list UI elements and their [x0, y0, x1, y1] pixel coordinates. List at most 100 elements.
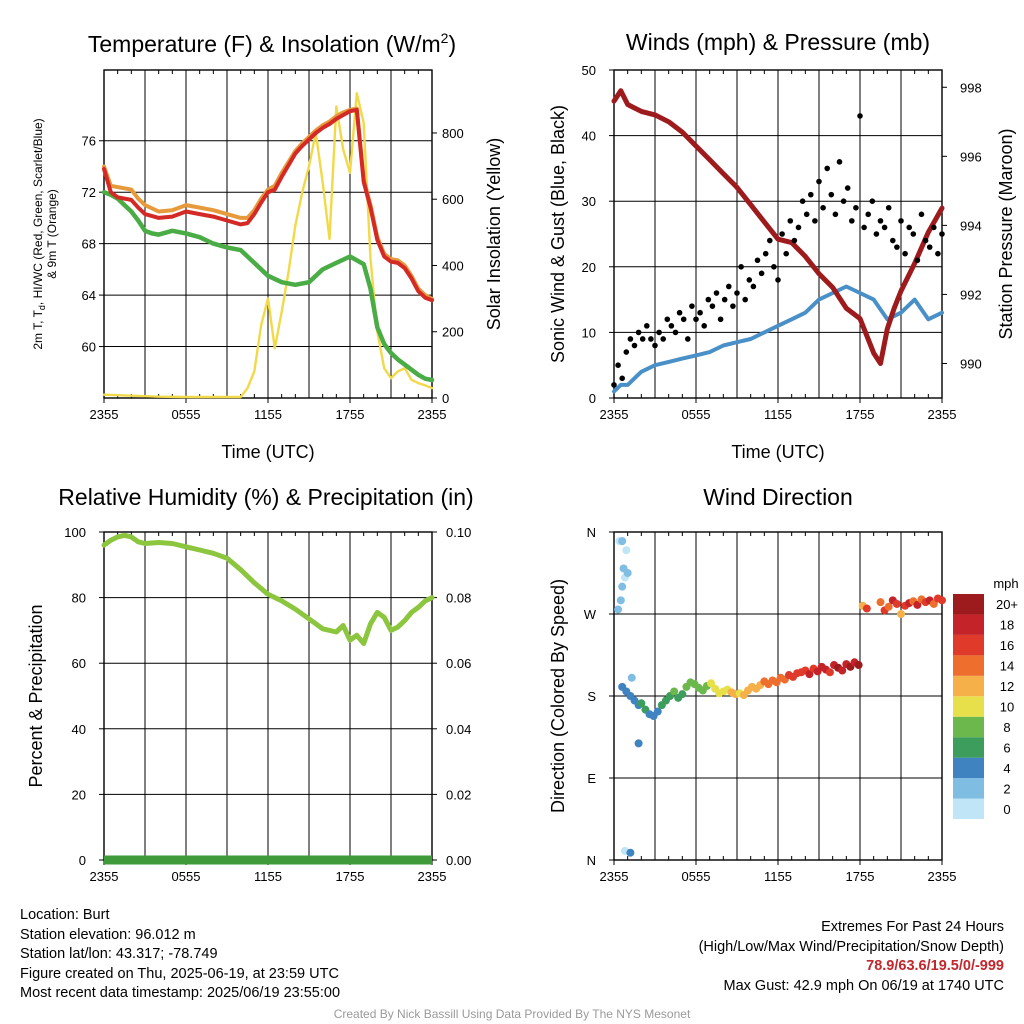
gust-point: [799, 198, 806, 204]
gust-point: [705, 296, 712, 303]
wind-y2tick-label: 994: [960, 218, 982, 233]
wind-ytick-label: 50: [582, 63, 596, 78]
pressure-maroon-line: [611, 88, 945, 366]
wind-y2tick-label: 998: [960, 80, 982, 95]
gust-point: [783, 250, 789, 257]
gust-point: [898, 218, 904, 224]
dir-point: [825, 668, 834, 677]
colorbar-swatch: [953, 675, 984, 697]
credit-line: Created By Nick Bassill Using Data Provi…: [333, 1007, 691, 1021]
temp-xtick-label: 1755: [336, 407, 365, 422]
dir-point: [614, 605, 623, 614]
colorbar-swatch: [953, 594, 984, 615]
colorbar-swatch: [953, 614, 984, 635]
gust-point: [717, 316, 724, 323]
wind-title: Winds (mph) & Pressure (mb): [626, 29, 930, 55]
gust-point: [840, 198, 847, 204]
recent-timestamp: Most recent data timestamp: 2025/06/19 2…: [20, 985, 341, 1001]
rh-ytick-label: 60: [72, 656, 86, 671]
rh-xtick-label: 2355: [418, 869, 447, 884]
dir-point: [876, 598, 885, 607]
gust-point: [730, 303, 736, 309]
temp-ylabel-b: , HI/WC (Red, Green, Scarlet/Blue): [31, 118, 45, 305]
dir-point: [854, 661, 863, 670]
gust-point: [656, 329, 662, 336]
colorbar-swatch: [953, 655, 984, 676]
temp-ylabel-sub: d: [37, 305, 47, 310]
gust-point: [865, 211, 871, 218]
rh-y2tick-label: 0.10: [446, 525, 471, 540]
temp-ylabel-a: 2m T, T: [31, 309, 45, 349]
gust-point: [808, 191, 814, 198]
wind-xtick-label: 1755: [846, 407, 875, 422]
gust-point: [758, 270, 765, 277]
rh-xtick-label: 1755: [336, 869, 365, 884]
rh-ytick-label: 40: [72, 722, 86, 737]
gust-point: [680, 316, 687, 323]
dir-point: [670, 687, 679, 696]
temp-xtick-label: 1155: [254, 407, 282, 422]
colorbar-swatch: [953, 634, 984, 656]
rh-y2tick-label: 0.08: [446, 591, 471, 606]
dir-point: [678, 690, 687, 699]
wind-speed-blue-line: [612, 284, 944, 394]
gust-point: [926, 244, 933, 250]
gust-point: [734, 290, 740, 296]
gust-point: [676, 309, 683, 316]
rh-panel: 2355 0555 1155 1755 2355 Relative Humidity (%…: [26, 484, 474, 884]
dir-point: [616, 596, 625, 605]
wind-xlabel: Time (UTC): [731, 442, 824, 462]
wind-ytick-label: 0: [589, 391, 596, 406]
temp-ytick-label: 76: [82, 134, 96, 149]
colorbar-label: 0: [1003, 802, 1010, 817]
gust-point: [631, 342, 638, 349]
extremes-legend: (High/Low/Max Wind/Precipitation/Snow De…: [698, 938, 1004, 955]
dir-xtick-label: 1155: [764, 869, 792, 884]
dir-point: [626, 848, 635, 857]
colorbar-swatch: [953, 757, 984, 779]
gust-point: [701, 323, 707, 329]
dir-xtick-label: 0555: [682, 869, 711, 884]
speed-colorbar: mph 0 2 4 6 8 10 12 14 16 18 20+: [953, 576, 1019, 819]
dir-ytick-label: W: [584, 607, 597, 622]
temp-xtick-label: 2355: [418, 407, 447, 422]
temp-ylabel-line2: & 9m T (Orange): [45, 189, 59, 279]
colorbar-label: 8: [1003, 720, 1010, 735]
temp-ytick-label: 68: [82, 237, 96, 252]
gust-point: [918, 211, 925, 218]
rh-xtick-label: 2355: [90, 869, 119, 884]
dir-point: [634, 739, 643, 748]
dir-point: [707, 679, 716, 688]
temp-solar-yellow-line: [102, 91, 434, 399]
dir-point: [884, 602, 893, 611]
temp-title: Temperature (F) & Insolation (W/m2): [88, 30, 456, 57]
colorbar-label: 4: [1003, 761, 1010, 776]
temp-ylabel-right: Solar Insolation (Yellow): [484, 138, 504, 330]
gust-point: [754, 257, 761, 264]
temp-ylabel-line1: 2m T, Td, HI/WC (Red, Green, Scarlet/Blu…: [31, 118, 47, 349]
gust-point: [910, 231, 917, 237]
wind-ylabel: Sonic Wind & Gust (Blue, Black): [548, 105, 568, 363]
colorbar-swatch: [953, 696, 984, 717]
temp-2m-red-line: [102, 107, 434, 303]
colorbar-label: 6: [1003, 740, 1010, 755]
wind-panel: 2355 0555 1155 1755 2355 Winds (mph) & Pressu…: [548, 29, 1016, 462]
rh-y2tick-label: 0.00: [446, 853, 471, 868]
station-latlon: Station lat/lon: 43.317; -78.749: [20, 946, 218, 962]
wind-xtick-label: 2355: [600, 407, 629, 422]
dir-point: [622, 546, 631, 555]
colorbar-unit: mph: [993, 576, 1018, 591]
colorbar-label: 12: [1000, 679, 1014, 694]
gust-point: [935, 250, 941, 257]
gust-point: [914, 257, 921, 264]
dir-panel: 2355 0555 1155 1755 2355 Wind Direction N E S W N D…: [548, 484, 956, 884]
temp-dewpoint-green-line: [101, 189, 435, 383]
wind-ytick-label: 40: [582, 129, 596, 144]
wind-ytick-label: 20: [582, 260, 596, 275]
gust-point: [873, 231, 880, 237]
dir-point: [892, 599, 901, 608]
gust-point: [812, 218, 818, 224]
gust-point: [881, 224, 888, 231]
dir-point: [938, 596, 946, 605]
temp-xlabel: Time (UTC): [221, 442, 314, 462]
